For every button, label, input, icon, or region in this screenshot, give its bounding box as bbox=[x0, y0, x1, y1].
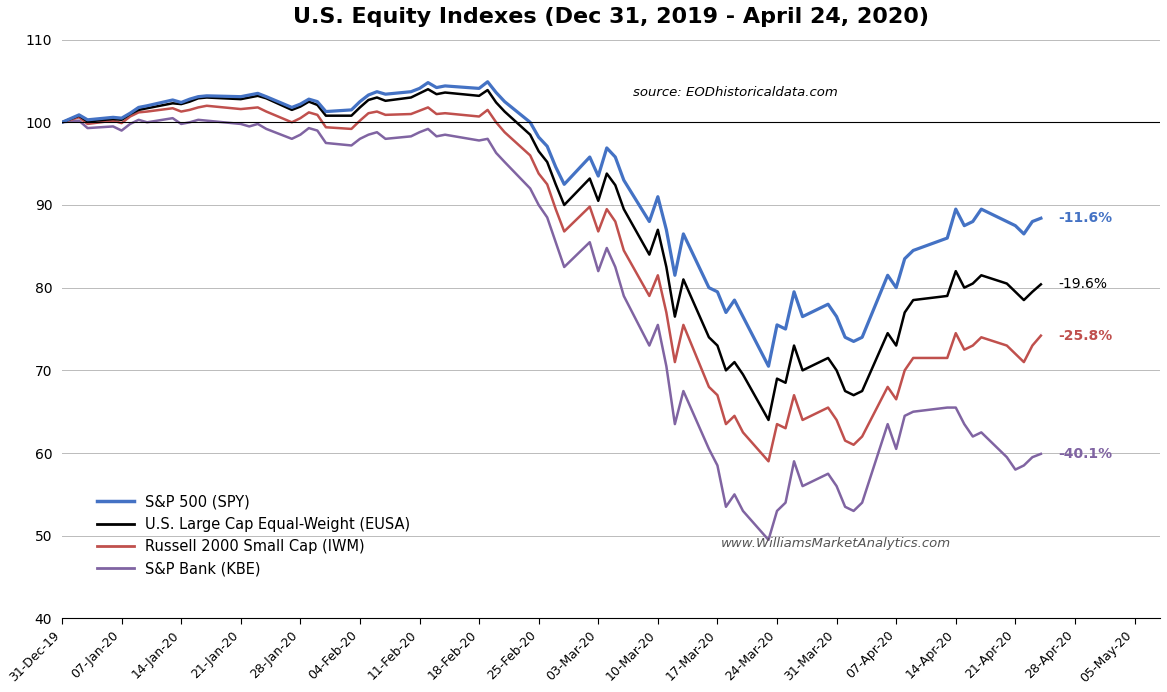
Text: www.WilliamsMarketAnalytics.com: www.WilliamsMarketAnalytics.com bbox=[721, 538, 951, 550]
Text: -19.6%: -19.6% bbox=[1058, 277, 1107, 291]
Text: -11.6%: -11.6% bbox=[1058, 211, 1112, 225]
Text: -40.1%: -40.1% bbox=[1058, 447, 1112, 461]
Text: -25.8%: -25.8% bbox=[1058, 329, 1112, 343]
Title: U.S. Equity Indexes (Dec 31, 2019 - April 24, 2020): U.S. Equity Indexes (Dec 31, 2019 - Apri… bbox=[293, 7, 929, 27]
Text: source: EODhistoricaldata.com: source: EODhistoricaldata.com bbox=[633, 86, 838, 99]
Legend: S&P 500 (SPY), U.S. Large Cap Equal-Weight (EUSA), Russell 2000 Small Cap (IWM),: S&P 500 (SPY), U.S. Large Cap Equal-Weig… bbox=[91, 489, 417, 582]
